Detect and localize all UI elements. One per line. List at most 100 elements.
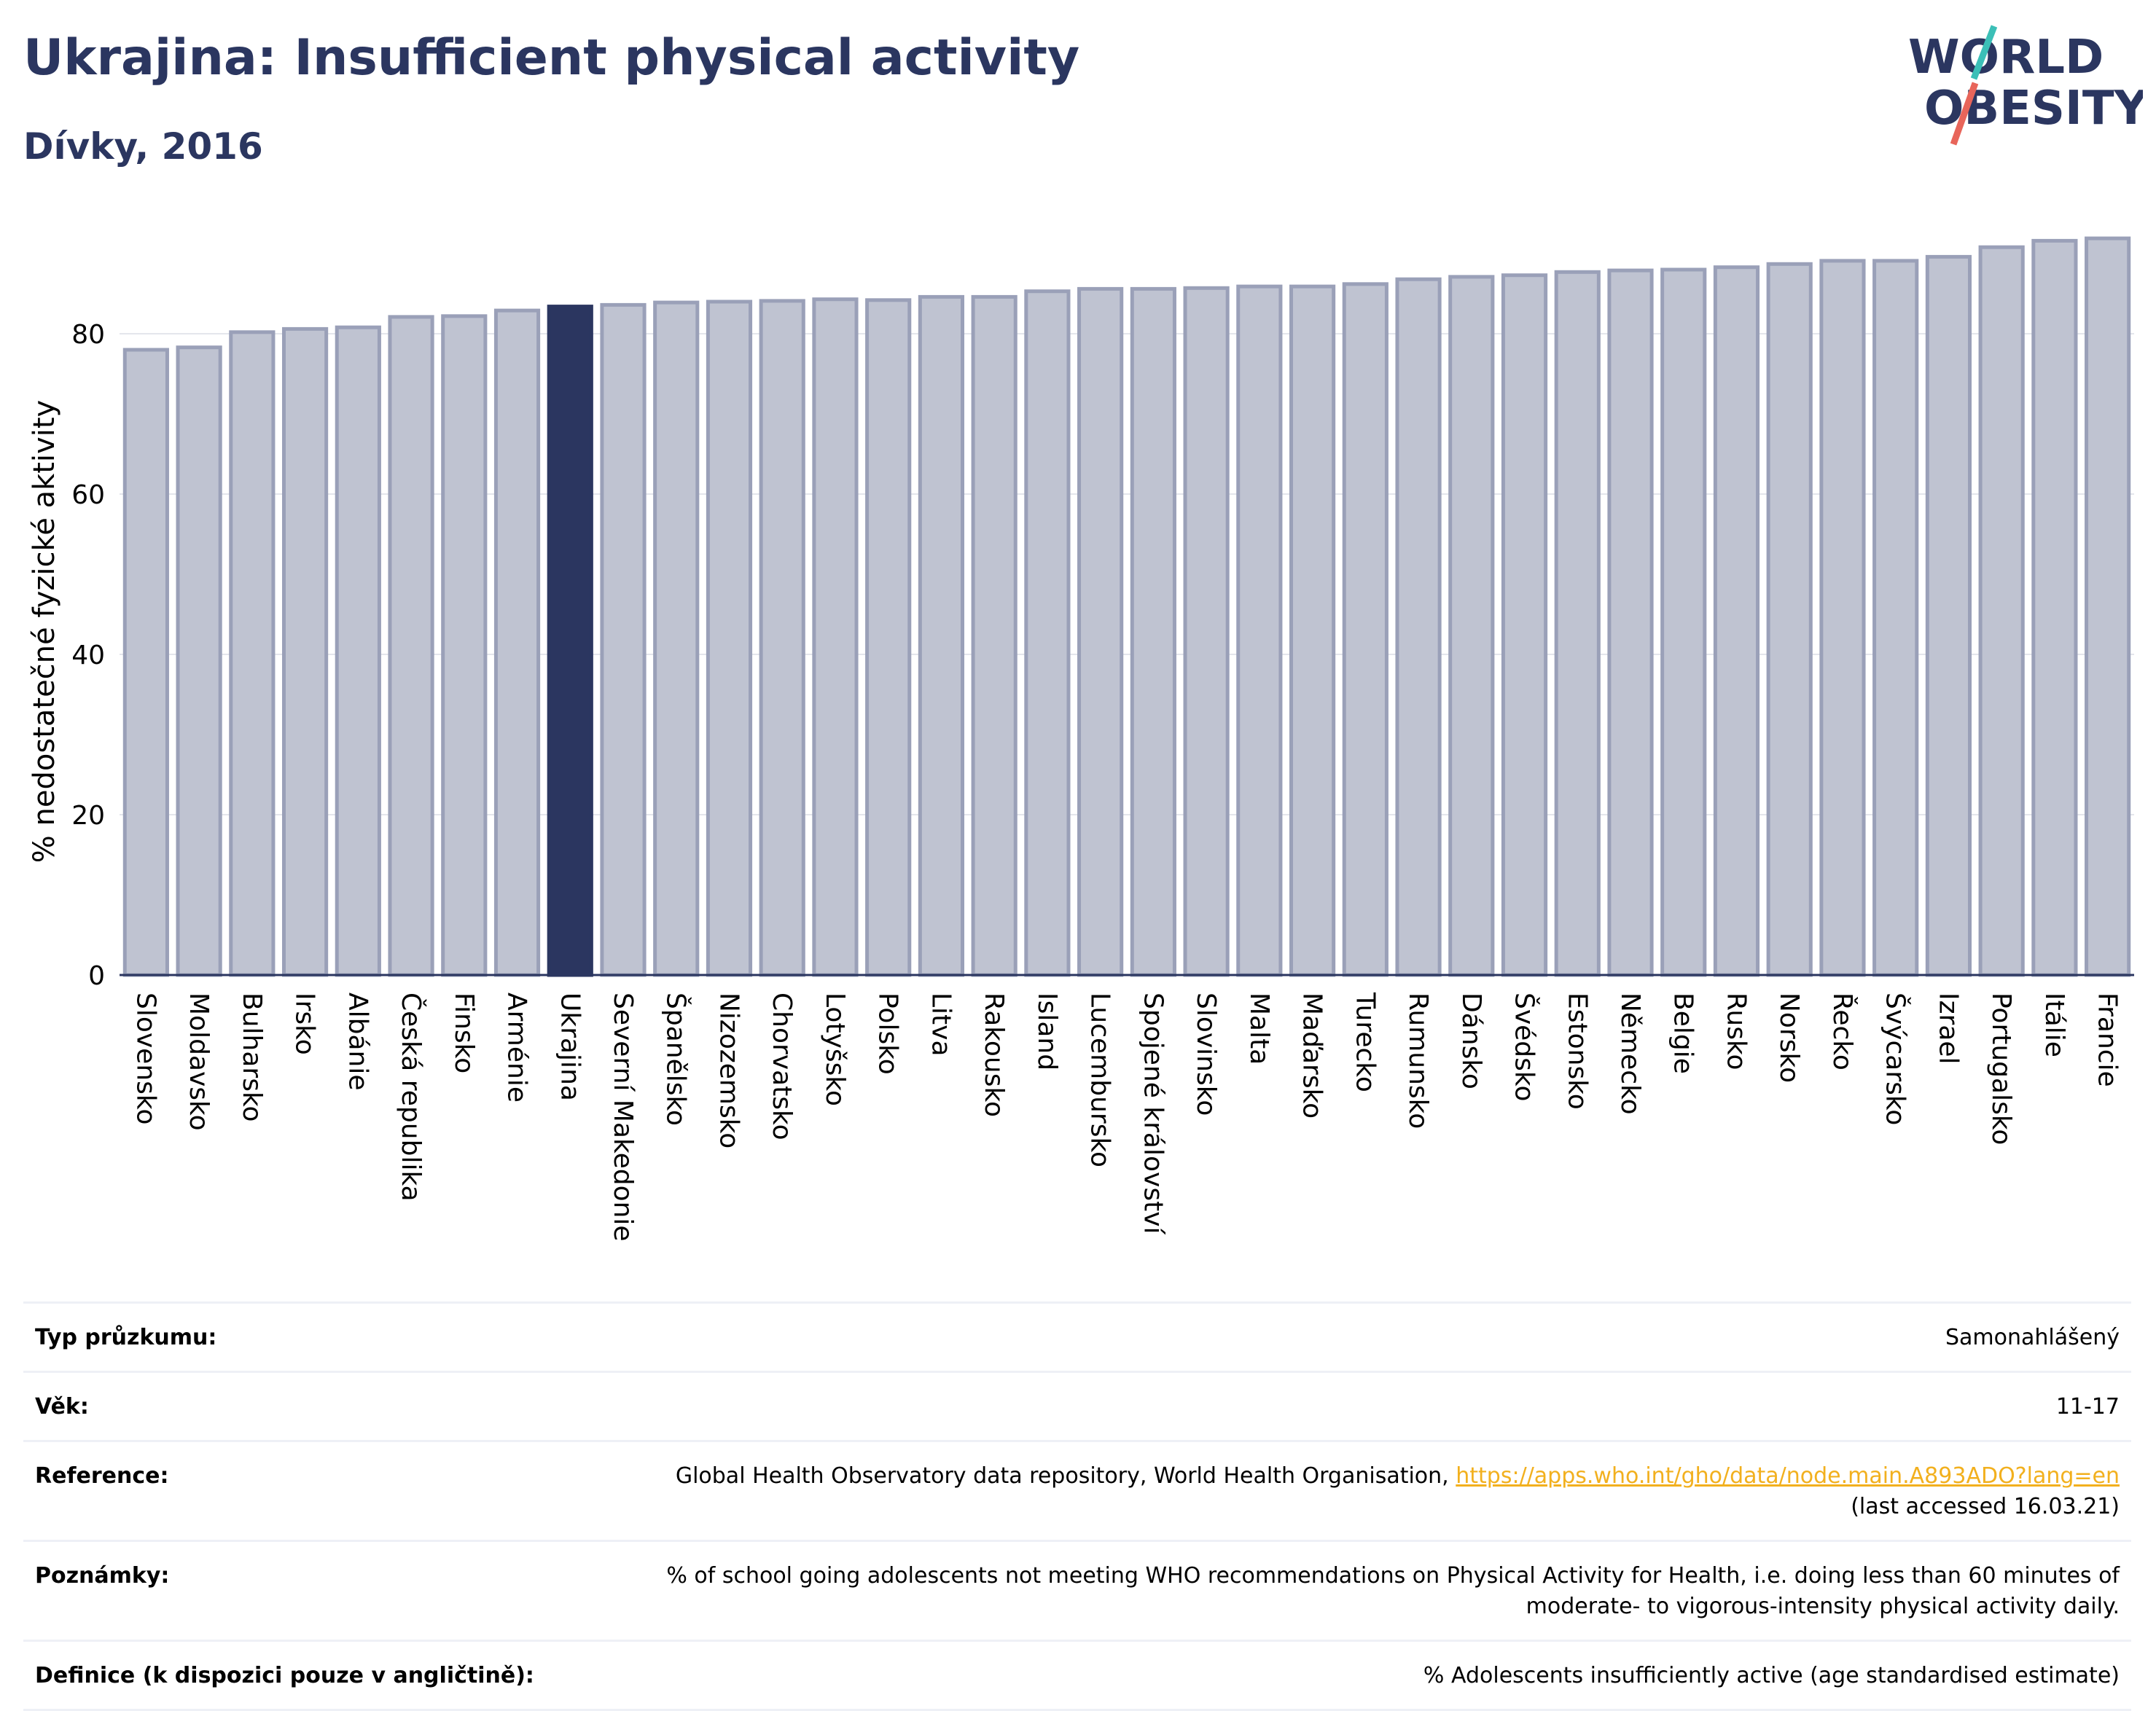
- x-tick-label: Maďarsko: [1297, 992, 1327, 1119]
- reference-link[interactable]: https://apps.who.int/gho/data/node.main.…: [1456, 1463, 2120, 1489]
- x-tick-label: Francie: [2093, 992, 2122, 1087]
- y-tick-label: 40: [71, 641, 105, 670]
- bar: [1077, 286, 1124, 977]
- bar: [653, 300, 700, 977]
- x-tick-label: Severní Makedonie: [608, 992, 638, 1242]
- info-row-definition: Definice (k dispozici pouze v angličtině…: [23, 1640, 2131, 1711]
- x-tick-label: Arménie: [502, 992, 532, 1103]
- bar: [281, 326, 329, 977]
- x-tick-label: Rakousko: [979, 992, 1009, 1117]
- bar: [1183, 286, 1230, 977]
- bar-chart: 0 20 40 60 80 Slovensko Moldavsko Bulharsko Irsk…: [28, 236, 2134, 1242]
- page-title: Ukrajina: Insufficient physical activity: [23, 29, 1080, 87]
- logo-slash-red: [1950, 82, 1979, 146]
- bar: [1395, 277, 1442, 977]
- bar: [812, 297, 859, 977]
- x-tick-label: Itálie: [2039, 992, 2069, 1057]
- bar: [2031, 238, 2078, 977]
- survey-label: Typ průzkumu:: [35, 1325, 217, 1350]
- x-tick-label: Slovensko: [130, 992, 160, 1125]
- reference-text: Global Health Observatory data repositor…: [675, 1463, 1449, 1489]
- info-row-notes: Poznámky: % of school going adolescents …: [23, 1540, 2131, 1640]
- bar: [2085, 236, 2131, 977]
- bar: [1236, 284, 1283, 977]
- x-tick-label: Dánsko: [1456, 992, 1486, 1089]
- x-tick-label: Švýcarsko: [1880, 992, 1911, 1125]
- x-tick-label: Lotyšsko: [820, 992, 850, 1106]
- age-label: Věk:: [35, 1394, 89, 1420]
- logo-slash-teal: [1970, 25, 1998, 80]
- bar: [441, 314, 488, 977]
- x-tick-label: Nizozemsko: [714, 992, 743, 1148]
- bar: [1024, 289, 1071, 977]
- x-tick-label: Španělsko: [661, 992, 692, 1126]
- y-tick-label: 20: [71, 801, 105, 831]
- x-tick-label: Rusko: [1721, 992, 1751, 1070]
- bar: [918, 294, 965, 977]
- bar: [1130, 286, 1176, 977]
- reference-value: Global Health Observatory data repositor…: [676, 1461, 2120, 1522]
- bar: [335, 325, 381, 977]
- bar: [1978, 245, 2025, 977]
- x-tick-label: Malta: [1244, 992, 1274, 1065]
- x-tick-label: Slovinsko: [1191, 992, 1221, 1116]
- x-tick-label: Česká republika: [396, 992, 426, 1202]
- x-tick-label: Moldavsko: [184, 992, 214, 1131]
- bar: [1554, 270, 1601, 977]
- bar: [1766, 262, 1813, 977]
- definition-label: Definice (k dispozici pouze v angličtině…: [35, 1663, 534, 1688]
- x-tick-label: Portugalsko: [1986, 992, 2016, 1145]
- bar: [1448, 275, 1495, 977]
- bar: [493, 308, 541, 977]
- bar: [759, 299, 805, 977]
- info-row-survey: Typ průzkumu: Samonahlášený: [23, 1301, 2131, 1371]
- bar: [600, 302, 647, 977]
- x-tick-label: Irsko: [290, 992, 320, 1055]
- bar: [547, 305, 593, 977]
- y-axis-title: % nedostatečné fyzické aktivity: [28, 400, 61, 863]
- bar: [388, 315, 434, 977]
- bar: [1819, 259, 1866, 977]
- page-subtitle: Dívky, 2016: [23, 125, 263, 168]
- x-tick-label: Litva: [926, 992, 956, 1057]
- bar: [1660, 267, 1707, 977]
- x-tick-label: Finsko: [449, 992, 479, 1073]
- definition-value: % Adolescents insufficiently active (age…: [1423, 1663, 2120, 1688]
- y-tick-label: 60: [71, 480, 105, 510]
- x-tick-label: Belgie: [1668, 992, 1698, 1074]
- bar: [176, 345, 222, 977]
- info-row-age: Věk: 11-17: [23, 1371, 2131, 1440]
- info-row-reference: Reference: Global Health Observatory dat…: [23, 1440, 2131, 1540]
- x-tick-label: Polsko: [873, 992, 903, 1075]
- x-tick-label: Island: [1032, 992, 1062, 1070]
- bar: [122, 348, 169, 977]
- x-tick-label: Bulharsko: [237, 992, 267, 1122]
- bar: [229, 330, 276, 977]
- reference-label: Reference:: [35, 1463, 169, 1489]
- x-tick-label: Německo: [1615, 992, 1645, 1115]
- notes-value: % of school going adolescents not meetin…: [666, 1563, 2120, 1619]
- notes-label: Poznámky:: [35, 1563, 170, 1589]
- x-tick-label: Turecko: [1350, 992, 1380, 1092]
- bar: [1607, 268, 1654, 977]
- x-tick-label: Norsko: [1774, 992, 1804, 1083]
- bar: [706, 299, 753, 977]
- y-tick-label: 80: [71, 320, 105, 350]
- x-tick-label: Izrael: [1933, 992, 1963, 1065]
- x-tick-label: Řecko: [1827, 992, 1858, 1070]
- bar: [1713, 265, 1760, 977]
- x-tick-label: Estonsko: [1562, 992, 1592, 1110]
- x-tick-label: Albánie: [343, 992, 372, 1091]
- y-tick-label: 0: [88, 961, 105, 991]
- age-value: 11-17: [2055, 1394, 2120, 1420]
- bar: [1872, 259, 1919, 977]
- bar: [971, 294, 1018, 977]
- bar: [1501, 273, 1548, 977]
- info-table: Typ průzkumu: Samonahlášený Věk: 11-17 R…: [23, 1301, 2131, 1711]
- x-tick-label: Lucembursko: [1085, 992, 1115, 1167]
- bar: [1925, 254, 1972, 977]
- x-tick-label: Chorvatsko: [767, 992, 797, 1140]
- x-tick-label: Švédsko: [1509, 992, 1540, 1102]
- x-tick-label: Ukrajina: [555, 992, 585, 1101]
- reference-accessed: (last accessed 16.03.21): [1851, 1494, 2120, 1519]
